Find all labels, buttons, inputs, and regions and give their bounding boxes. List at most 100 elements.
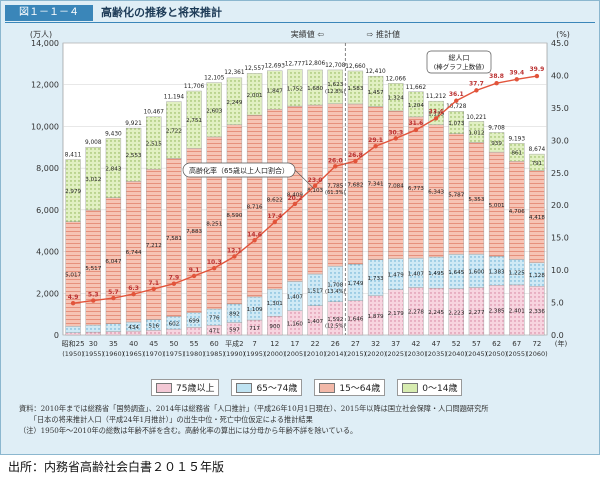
aging-rate-label: 20.2 (288, 195, 303, 202)
x-tick-year: (1955) (82, 350, 104, 358)
aging-rate-label: 5.3 (88, 292, 99, 299)
x-tick-year: (2000) (264, 350, 286, 358)
bar-segment (85, 324, 101, 333)
segment-value-label: 1,225 (509, 271, 525, 277)
right-tick-label: 40.0 (551, 71, 569, 80)
aging-rate-point (353, 158, 358, 164)
segment-value-label: 2,722 (166, 129, 182, 135)
segment-value-label: 8,103 (307, 188, 323, 194)
total-label: 12,557 (244, 66, 265, 72)
aging-rate-label: 26.8 (348, 152, 363, 159)
segment-value-label: 1,160 (287, 321, 303, 327)
x-tick-year: (2014) (324, 350, 346, 358)
x-tick-era: 32 (371, 340, 380, 348)
right-tick-label: 30.0 (551, 136, 569, 145)
total-label: 10,221 (466, 115, 487, 121)
segment-value-label: 1,623 (327, 82, 343, 88)
share-label: (12.8%) (325, 89, 346, 95)
bar-segment (428, 100, 444, 125)
total-label: 12,777 (285, 62, 306, 68)
share-label: (61.3%) (325, 190, 346, 196)
segment-value-label: 6,343 (428, 189, 444, 195)
x-tick-era: 昭和25 (62, 339, 85, 348)
x-tick-year: (1950) (62, 350, 84, 358)
bar-segment (85, 146, 101, 211)
aging-rate-point (212, 265, 217, 271)
segment-value-label: 8,622 (267, 198, 283, 204)
chart-legend: 75歳以上 65～74歳 15～64歳 0～14歳 (151, 379, 463, 396)
aging-rate-label: 9.1 (189, 267, 200, 274)
segment-value-label: 6,773 (408, 186, 424, 192)
bar-segment (529, 153, 545, 171)
bar-segment (105, 323, 122, 332)
right-tick-label: 5.0 (551, 299, 564, 308)
aging-rate-label: 7.9 (169, 275, 180, 282)
total-annotation-box (426, 50, 492, 74)
segment-value-label: 7,883 (186, 229, 202, 235)
segment-value-label: 4,418 (529, 215, 545, 221)
aging-rate-point (151, 286, 156, 292)
segment-value-label: 516 (148, 323, 159, 329)
aging-rate-label: 36.1 (449, 91, 464, 98)
segment-value-label: 1,301 (267, 301, 283, 307)
x-tick-era: 47 (432, 340, 441, 348)
segment-value-label: 900 (269, 324, 280, 330)
segment-value-label: 699 (189, 319, 200, 325)
source-caption: 出所：内務省高齢社会白書２０１５年版 (8, 460, 225, 474)
segment-value-label: 4,706 (509, 209, 525, 215)
x-tick-era: 45 (149, 340, 158, 348)
left-tick-label: 6,000 (36, 206, 59, 215)
segment-value-label: 939 (491, 141, 502, 147)
segment-value-label: 1,109 (247, 307, 263, 313)
x-tick-year: (2055) (506, 350, 528, 358)
segment-value-label: 1,407 (408, 271, 424, 277)
aging-rate-point (70, 301, 76, 306)
segment-value-label: 892 (229, 312, 240, 318)
segment-value-label: 1,646 (347, 316, 363, 322)
segment-value-label: 2,751 (186, 118, 202, 124)
bar-segment (186, 90, 202, 149)
aging-rate-point (131, 291, 136, 297)
population-aging-chart: 0 2,000 4,000 6,000 8,000 10,000 12,000 14,000 0… (30, 29, 570, 358)
legend-item-15-64: 15～64歳 (314, 379, 386, 396)
total-label: 9,430 (105, 131, 122, 137)
x-tick-era: 平成2 (225, 339, 243, 348)
x-tick-year: (1985) (203, 350, 225, 358)
aging-rate-label: 12.1 (227, 247, 242, 254)
x-tick-era: 62 (492, 340, 501, 348)
segment-value-label: 1,073 (448, 121, 464, 127)
x-tick-era: 55 (190, 340, 199, 348)
legend-label: 75歳以上 (176, 384, 215, 394)
bar-segment (468, 121, 485, 143)
aging-rate-point (111, 295, 116, 301)
segment-value-label: 7,341 (368, 182, 384, 188)
segment-value-label: 2,245 (428, 310, 444, 316)
aging-rate-label: 39.9 (530, 66, 545, 73)
aging-rate-label: 26.0 (328, 157, 343, 164)
segment-value-label: 6,744 (126, 250, 142, 256)
x-tick-era: 67 (512, 340, 521, 348)
legend-label: 0～14歳 (422, 384, 458, 394)
legend-item-75plus: 75歳以上 (151, 379, 220, 396)
segment-value-label: 7,785 (327, 183, 343, 189)
x-tick-year: (2060) (526, 350, 548, 358)
note-line: 資料：2010年までは総務省「国勢調査」、2014年は総務省「人口推計」（平成2… (19, 404, 489, 413)
bar-segment (85, 331, 101, 336)
segment-value-label: 471 (209, 329, 220, 335)
segment-value-label: 5,517 (85, 266, 101, 272)
left-tick-label: 2,000 (36, 289, 59, 298)
segment-value-label: 1,517 (307, 288, 323, 294)
x-tick-year: (2025) (385, 350, 407, 358)
aging-rate-label: 17.4 (267, 213, 282, 220)
x-tick-era: 50 (169, 340, 178, 348)
x-tick-year: (2005) (284, 350, 306, 358)
total-label: 11,706 (184, 84, 205, 90)
aging-rate-label: 14.6 (247, 231, 262, 238)
legend-swatch (156, 382, 172, 393)
x-tick-year: (1965) (123, 350, 145, 358)
aging-rate-point (252, 238, 257, 243)
total-label: 9,193 (508, 136, 525, 142)
aging-rate-point (373, 143, 378, 149)
segment-value-label: 1,847 (267, 89, 283, 95)
aging-rate-point (534, 73, 540, 79)
